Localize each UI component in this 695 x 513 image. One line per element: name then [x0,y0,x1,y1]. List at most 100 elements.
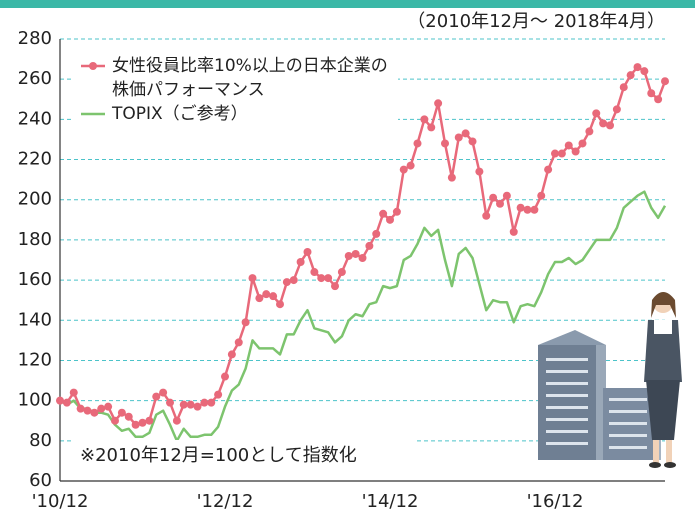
data-point [634,63,642,71]
data-point [139,419,147,427]
y-tick-label: 80 [29,430,52,451]
y-tick-label: 120 [18,349,52,370]
data-point [592,109,600,117]
x-tick-label: '14/12 [362,491,419,512]
data-point [517,204,525,212]
data-point [310,268,318,276]
data-point [56,397,64,405]
data-point [221,373,229,381]
data-point [448,174,456,182]
data-point [503,192,511,200]
data-point [455,133,463,141]
data-point [441,139,449,147]
data-point [420,115,428,123]
x-tick-label: '10/12 [32,491,89,512]
legend-swatch [80,54,106,78]
data-point [469,137,477,145]
annotation: ※2010年12月=100として指数化 [80,445,357,466]
y-tick-label: 100 [18,390,52,411]
data-point [585,127,593,135]
illustration [538,292,682,468]
data-point [400,166,408,174]
legend-label: 女性役員比率10%以上の日本企業の 株価パフォーマンス [112,54,388,102]
data-point [276,300,284,308]
data-point [338,268,346,276]
data-point [304,248,312,256]
data-point [324,274,332,282]
data-point [194,403,202,411]
y-tick-label: 180 [18,229,52,250]
data-point [235,338,243,346]
data-point [77,405,85,413]
y-tick-label: 240 [18,108,52,129]
data-point [63,399,71,407]
data-point [379,210,387,218]
y-tick-label: 60 [29,470,52,491]
data-point [510,228,518,236]
x-tick-label: '12/12 [197,491,254,512]
legend-item: 女性役員比率10%以上の日本企業の 株価パフォーマンス [80,54,388,102]
data-point [558,150,566,158]
data-point [180,401,188,409]
data-point [255,294,263,302]
data-point [434,99,442,107]
legend-label: TOPIX（ご参考） [112,102,248,126]
data-point [393,208,401,216]
data-point [200,399,208,407]
data-point [145,417,153,425]
data-point [572,148,580,156]
data-point [524,206,532,214]
data-point [125,413,133,421]
data-point [249,274,257,282]
data-point [359,254,367,262]
data-point [331,282,339,290]
data-point [654,95,662,103]
data-point [551,150,559,158]
y-tick-label: 200 [18,189,52,210]
y-tick-label: 280 [18,28,52,49]
data-point [97,405,105,413]
data-point [345,252,353,260]
data-point [152,393,160,401]
data-point [496,200,504,208]
legend-item: TOPIX（ご参考） [80,102,388,126]
data-point [84,407,92,415]
data-point [104,403,112,411]
data-point [173,417,181,425]
subtitle: （2010年12月～ 2018年4月） [407,11,665,32]
data-point [118,409,126,417]
y-tick-label: 140 [18,309,52,330]
data-point [132,421,140,429]
legend-swatch [80,102,106,126]
data-point [365,242,373,250]
data-point [187,401,195,409]
data-point [407,162,415,170]
page: （2010年12月～ 2018年4月） 60 80 100 120 140 160 180 2… [0,0,695,513]
data-point [111,417,119,425]
data-point [482,212,490,220]
top-bar [0,0,695,8]
data-point [606,121,614,129]
data-point [489,194,497,202]
data-point [386,216,394,224]
data-point [627,71,635,79]
data-point [166,399,174,407]
data-point [290,276,298,284]
data-point [352,250,360,258]
data-point [228,350,236,358]
data-point [661,77,669,85]
data-point [214,391,222,399]
data-point [372,230,380,238]
data-point [640,67,648,75]
y-tick-label: 220 [18,149,52,170]
y-tick-label: 160 [18,269,52,290]
data-point [414,139,422,147]
data-point [530,206,538,214]
data-point [620,83,628,91]
x-tick-label: '16/12 [527,491,584,512]
data-point [242,318,250,326]
data-point [90,409,98,417]
data-point [159,389,167,397]
data-point [544,166,552,174]
